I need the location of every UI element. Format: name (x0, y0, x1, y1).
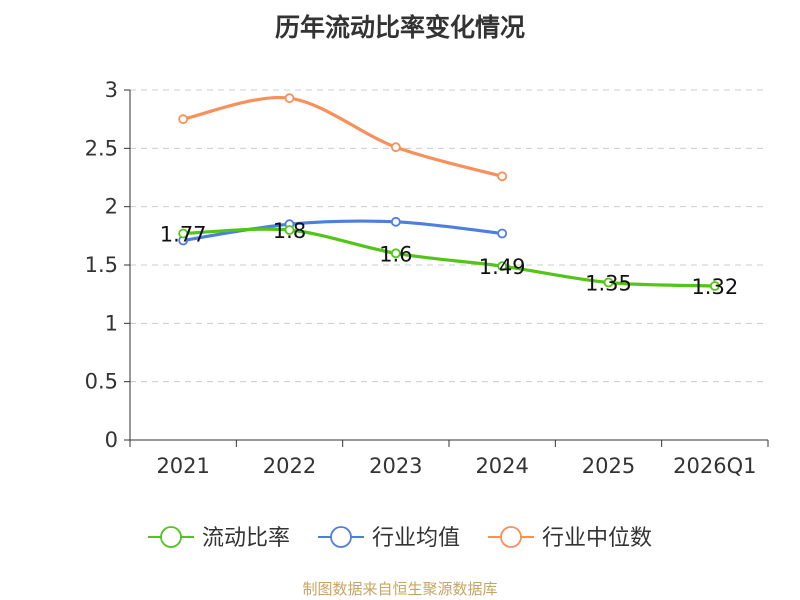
y-tick-label: 1.5 (85, 253, 118, 277)
data-point[interactable] (497, 228, 508, 239)
data-point[interactable] (497, 171, 508, 182)
legend-marker (160, 526, 182, 548)
x-tick-label: 2022 (263, 454, 316, 478)
data-point[interactable] (390, 248, 401, 259)
series-line-0 (181, 227, 717, 288)
series-lines (178, 93, 720, 291)
legend-item-0[interactable]: 流动比率 (148, 526, 290, 551)
data-point[interactable] (390, 142, 401, 153)
legend-item-2[interactable]: 行业中位数 (488, 526, 652, 551)
data-point[interactable] (284, 225, 295, 235)
data-label: 1.49 (479, 255, 526, 279)
data-point[interactable] (390, 216, 401, 227)
x-tick-label: 2024 (475, 454, 528, 478)
x-tick-label: 2023 (369, 454, 422, 478)
data-point[interactable] (178, 228, 189, 239)
source-note: 制图数据来自恒生聚源数据库 (302, 580, 498, 598)
data-label: 1.32 (691, 275, 738, 299)
legend-marker (330, 526, 352, 548)
x-tick-label: 2021 (156, 454, 209, 478)
y-tick-label: 3 (105, 78, 118, 102)
y-tick-label: 2.5 (85, 136, 118, 160)
x-tick-label: 2026Q1 (673, 454, 756, 478)
data-point[interactable] (178, 114, 189, 125)
y-tick-label: 0.5 (85, 370, 118, 394)
data-point[interactable] (603, 277, 614, 288)
legend-label: 行业中位数 (542, 526, 652, 551)
x-tick-label: 2025 (582, 454, 635, 478)
axes: 0 0.5 1 1.5 2 2.5 3 2021 2022 2023 2024 2025 2026Q1 (85, 78, 769, 478)
y-tick-label: 1 (105, 311, 118, 335)
data-point[interactable] (497, 261, 508, 272)
y-tick-label: 2 (105, 195, 118, 219)
series-line-2 (181, 95, 504, 178)
data-point[interactable] (284, 93, 295, 104)
data-label: 1.6 (379, 242, 412, 266)
legend-label: 流动比率 (202, 526, 290, 551)
data-label: 1.35 (585, 272, 632, 296)
series-line-1 (181, 219, 504, 243)
data-labels: 1.77 1.8 1.6 1.49 1.35 1.32 (160, 219, 738, 299)
y-tick-label: 0 (105, 428, 118, 452)
legend: 流动比率 行业均值 行业中位数 (148, 526, 652, 551)
legend-marker (500, 526, 522, 548)
data-label: 1.8 (273, 219, 306, 243)
legend-item-1[interactable]: 行业均值 (318, 526, 460, 551)
chart-title: 历年流动比率变化情况 (274, 13, 525, 42)
data-label: 1.77 (160, 223, 207, 247)
legend-label: 行业均值 (372, 526, 460, 551)
grid-lines (130, 89, 768, 383)
data-point[interactable] (709, 281, 720, 291)
